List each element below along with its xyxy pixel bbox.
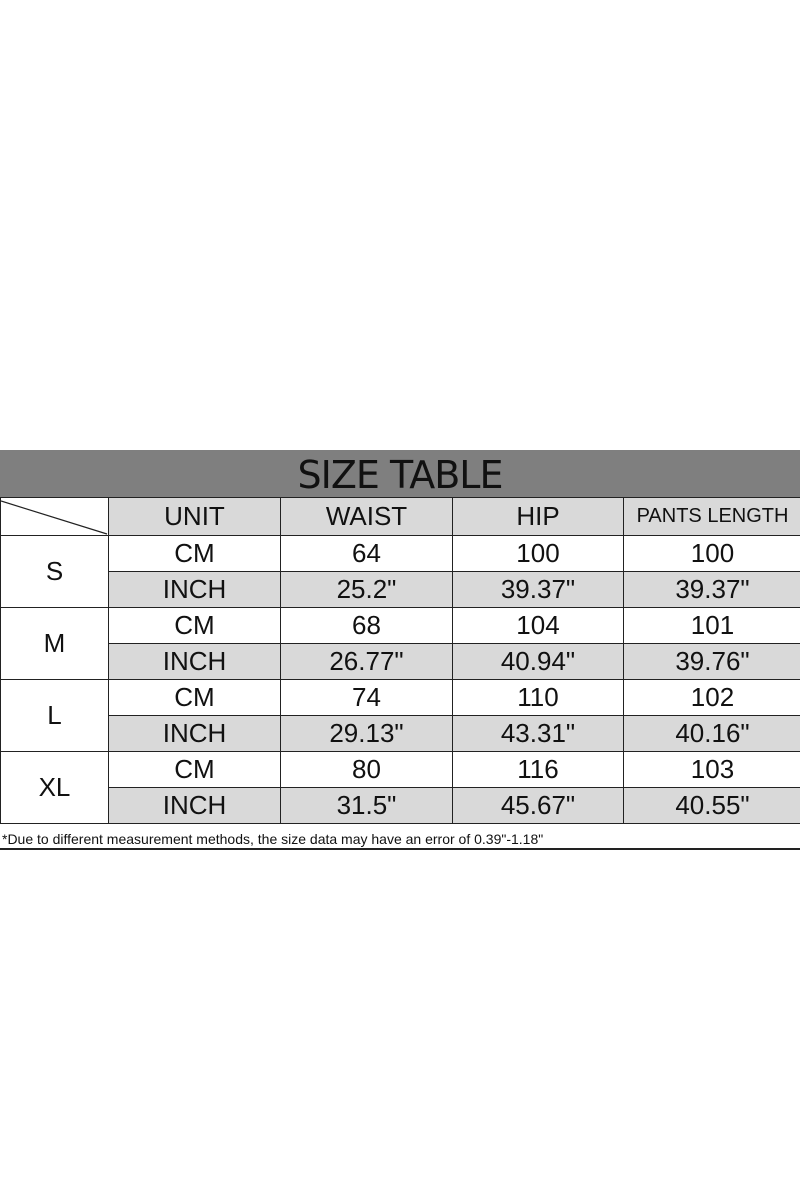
table-row-cm: XL CM 80 116 103	[0, 751, 800, 824]
pants-length-cell: 40.55"	[623, 787, 800, 824]
measurement-note: *Due to different measurement methods, t…	[2, 831, 544, 847]
unit-cell: INCH	[108, 715, 281, 752]
unit-cell: CM	[108, 679, 281, 716]
size-table: UNIT WAIST HIP PANTS LENGTH S CM 64 100 100 I…	[0, 497, 800, 824]
hip-cell: 40.94"	[452, 643, 624, 680]
table-row-cm: L CM 74 110 102	[0, 679, 800, 752]
unit-cell: INCH	[108, 643, 281, 680]
header-unit: UNIT	[108, 497, 281, 536]
table-row-inch: INCH 26.77" 40.94" 39.76"	[1, 643, 800, 680]
header-hip: HIP	[452, 497, 624, 536]
unit-cell: CM	[108, 535, 281, 572]
table-row-inch: INCH 25.2" 39.37" 39.37"	[1, 571, 800, 608]
hip-cell: 104	[452, 607, 624, 644]
pants-length-cell: 39.76"	[623, 643, 800, 680]
header-row: UNIT WAIST HIP PANTS LENGTH	[0, 497, 800, 536]
table-row-inch: INCH 31.5" 45.67" 40.55"	[1, 787, 800, 824]
table-row-cm: M CM 68 104 101	[0, 607, 800, 680]
size-label: M	[0, 607, 109, 680]
size-label: S	[0, 535, 109, 608]
hip-cell: 45.67"	[452, 787, 624, 824]
unit-cell: INCH	[108, 787, 281, 824]
waist-cell: 25.2"	[280, 571, 453, 608]
hip-cell: 39.37"	[452, 571, 624, 608]
header-pants-length: PANTS LENGTH	[623, 497, 800, 536]
diagonal-corner-cell	[0, 497, 109, 536]
pants-length-cell: 39.37"	[623, 571, 800, 608]
waist-cell: 68	[280, 607, 453, 644]
hip-cell: 116	[452, 751, 624, 788]
bottom-divider	[0, 848, 800, 850]
pants-length-cell: 102	[623, 679, 800, 716]
waist-cell: 80	[280, 751, 453, 788]
waist-cell: 74	[280, 679, 453, 716]
table-row-inch: INCH 29.13" 43.31" 40.16"	[1, 715, 800, 752]
hip-cell: 43.31"	[452, 715, 624, 752]
size-label: L	[0, 679, 109, 752]
unit-cell: CM	[108, 607, 281, 644]
pants-length-cell: 103	[623, 751, 800, 788]
pants-length-cell: 100	[623, 535, 800, 572]
waist-cell: 26.77"	[280, 643, 453, 680]
size-table-title: SIZE TABLE	[0, 450, 800, 497]
hip-cell: 110	[452, 679, 624, 716]
header-waist: WAIST	[280, 497, 453, 536]
pants-length-cell: 40.16"	[623, 715, 800, 752]
hip-cell: 100	[452, 535, 624, 572]
unit-cell: INCH	[108, 571, 281, 608]
unit-cell: CM	[108, 751, 281, 788]
waist-cell: 64	[280, 535, 453, 572]
waist-cell: 31.5"	[280, 787, 453, 824]
size-label: XL	[0, 751, 109, 824]
waist-cell: 29.13"	[280, 715, 453, 752]
table-row-cm: S CM 64 100 100	[0, 535, 800, 608]
pants-length-cell: 101	[623, 607, 800, 644]
